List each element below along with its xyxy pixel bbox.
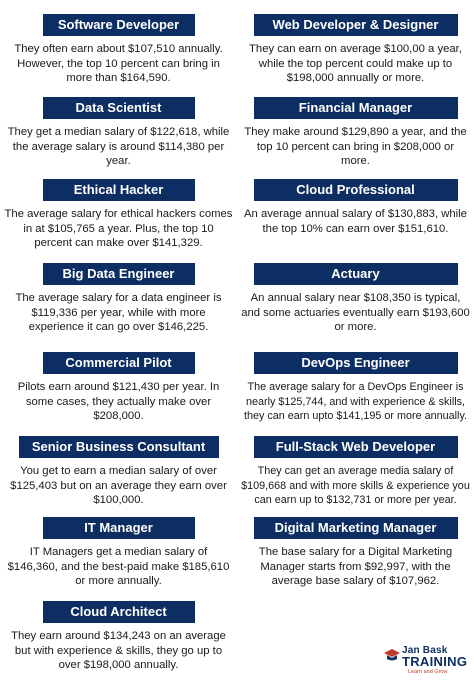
- card-title: Cloud Professional: [253, 179, 458, 201]
- card-web-developer-designer: Web Developer & Designer They can earn o…: [237, 14, 474, 86]
- card-ethical-hacker: Ethical Hacker The average salary for et…: [0, 179, 237, 251]
- card-text: They can get an average media salary of …: [241, 465, 470, 506]
- card-text: They get a median salary of $122,618, wh…: [7, 126, 230, 167]
- logo-brand-name: Jan Bask: [402, 645, 448, 656]
- card-text: They can earn on average $100,00 a year,…: [249, 43, 462, 84]
- card-devops-engineer: DevOps Engineer The average salary for a…: [237, 352, 474, 424]
- card-senior-business-consultant: Senior Business Consultant You get to ea…: [0, 436, 237, 508]
- card-title: Senior Business Consultant: [18, 436, 219, 458]
- card-text: Pilots earn around $121,430 per year. In…: [17, 381, 220, 422]
- card-financial-manager: Financial Manager They make around $129,…: [237, 97, 474, 169]
- card-text: An annual salary near $108,350 is typica…: [241, 292, 470, 333]
- card-cloud-architect: Cloud Architect They earn around $134,24…: [0, 601, 237, 673]
- card-title: IT Manager: [42, 517, 195, 539]
- card-title: Big Data Engineer: [42, 263, 195, 285]
- card-text: The average salary for a DevOps Engineer…: [243, 381, 468, 422]
- card-title: Commercial Pilot: [42, 352, 195, 374]
- card-title: Software Developer: [42, 14, 195, 36]
- card-text: You get to earn a median salary of over …: [10, 465, 227, 506]
- card-title: Data Scientist: [42, 97, 195, 119]
- card-it-manager: IT Manager IT Managers get a median sala…: [0, 517, 237, 589]
- card-text: IT Managers get a median salary of $146,…: [7, 546, 230, 587]
- card-full-stack-web-developer: Full-Stack Web Developer They can get an…: [237, 436, 474, 508]
- card-title: Financial Manager: [253, 97, 458, 119]
- card-actuary: Actuary An annual salary near $108,350 i…: [237, 263, 474, 335]
- card-text: They make around $129,890 a year, and th…: [244, 126, 467, 167]
- card-title: Actuary: [253, 263, 458, 285]
- card-digital-marketing-manager: Digital Marketing Manager The base salar…: [237, 517, 474, 589]
- card-text: An average annual salary of $130,883, wh…: [244, 208, 467, 235]
- logo-tagline: Learn and Grow: [408, 669, 448, 675]
- card-title: Full-Stack Web Developer: [253, 436, 458, 458]
- card-commercial-pilot: Commercial Pilot Pilots earn around $121…: [0, 352, 237, 424]
- logo-brand-training: TRAINING: [402, 654, 468, 669]
- card-title: DevOps Engineer: [253, 352, 458, 374]
- card-cloud-professional: Cloud Professional An average annual sal…: [237, 179, 474, 236]
- card-text: The average salary for ethical hackers c…: [4, 208, 233, 249]
- card-title: Ethical Hacker: [42, 179, 195, 201]
- card-software-developer: Software Developer They often earn about…: [0, 14, 237, 86]
- card-title: Cloud Architect: [42, 601, 195, 623]
- card-text: They often earn about $107,510 annually.…: [14, 43, 223, 84]
- janbask-training-logo: Jan Bask TRAINING Learn and Grow: [384, 644, 468, 676]
- card-title: Web Developer & Designer: [253, 14, 458, 36]
- card-data-scientist: Data Scientist They get a median salary …: [0, 97, 237, 169]
- card-text: They earn around $134,243 on an average …: [11, 630, 226, 671]
- card-text: The average salary for a data engineer i…: [15, 292, 222, 333]
- card-big-data-engineer: Big Data Engineer The average salary for…: [0, 263, 237, 335]
- mortarboard-icon: [384, 649, 400, 661]
- card-text: The base salary for a Digital Marketing …: [258, 546, 453, 587]
- card-title: Digital Marketing Manager: [253, 517, 458, 539]
